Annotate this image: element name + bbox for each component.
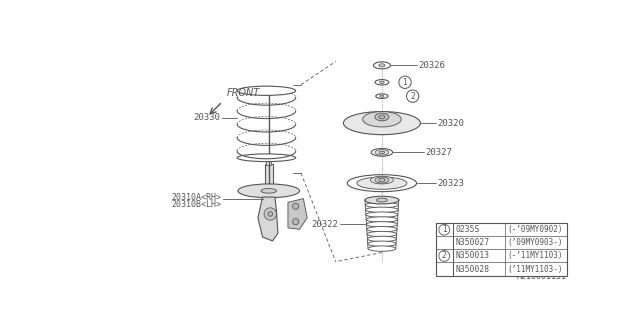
Circle shape: [268, 212, 273, 216]
Text: 2: 2: [410, 92, 415, 101]
Text: (-’09MY0902): (-’09MY0902): [508, 225, 563, 234]
Ellipse shape: [376, 198, 387, 202]
FancyBboxPatch shape: [436, 223, 566, 276]
Ellipse shape: [367, 231, 397, 237]
Circle shape: [439, 251, 450, 261]
Circle shape: [406, 90, 419, 102]
Text: N350013: N350013: [455, 252, 489, 260]
Ellipse shape: [379, 64, 385, 67]
Ellipse shape: [365, 207, 398, 212]
Ellipse shape: [368, 241, 396, 246]
Text: 20322: 20322: [311, 220, 338, 229]
Circle shape: [264, 208, 276, 220]
Ellipse shape: [373, 62, 390, 69]
Text: 0235S: 0235S: [455, 225, 479, 234]
Ellipse shape: [371, 148, 393, 156]
Ellipse shape: [375, 150, 389, 155]
Polygon shape: [288, 198, 307, 229]
Text: (’11MY1103-): (’11MY1103-): [508, 265, 563, 274]
Text: 20320: 20320: [437, 119, 464, 128]
Ellipse shape: [375, 177, 389, 183]
Ellipse shape: [375, 113, 389, 121]
Ellipse shape: [365, 196, 399, 204]
Ellipse shape: [367, 236, 396, 242]
Ellipse shape: [379, 178, 385, 182]
Ellipse shape: [368, 246, 396, 251]
Text: 20327: 20327: [426, 148, 452, 157]
Circle shape: [399, 76, 411, 88]
Ellipse shape: [261, 188, 276, 193]
Ellipse shape: [375, 80, 389, 85]
Ellipse shape: [365, 197, 399, 203]
Ellipse shape: [367, 222, 397, 227]
Text: 20330: 20330: [193, 113, 220, 122]
Polygon shape: [258, 197, 278, 241]
Text: A210001151: A210001151: [516, 272, 566, 281]
Text: 20310A<RH>: 20310A<RH>: [171, 193, 221, 202]
Ellipse shape: [344, 112, 420, 135]
Ellipse shape: [357, 177, 407, 189]
FancyBboxPatch shape: [265, 164, 273, 188]
Ellipse shape: [380, 95, 384, 97]
Text: 1: 1: [403, 78, 408, 87]
Circle shape: [292, 219, 299, 225]
Text: (-’11MY1103): (-’11MY1103): [508, 252, 563, 260]
Ellipse shape: [237, 154, 296, 162]
Circle shape: [292, 203, 299, 209]
Ellipse shape: [371, 176, 394, 184]
Ellipse shape: [238, 184, 300, 198]
Ellipse shape: [366, 212, 398, 217]
Ellipse shape: [380, 151, 385, 154]
Text: N350027: N350027: [455, 238, 489, 247]
Ellipse shape: [376, 94, 388, 99]
Text: 20323: 20323: [437, 179, 464, 188]
Text: 20326: 20326: [418, 61, 445, 70]
Text: N350028: N350028: [455, 265, 489, 274]
Text: 20310B<LH>: 20310B<LH>: [171, 200, 221, 209]
Ellipse shape: [366, 217, 397, 222]
Ellipse shape: [363, 112, 401, 127]
Text: (’09MY0903-): (’09MY0903-): [508, 238, 563, 247]
Text: 1: 1: [442, 225, 447, 234]
Circle shape: [439, 224, 450, 235]
Text: FRONT: FRONT: [227, 88, 260, 98]
Ellipse shape: [365, 202, 399, 208]
Ellipse shape: [348, 175, 417, 192]
Ellipse shape: [237, 86, 296, 95]
Ellipse shape: [379, 115, 385, 119]
FancyBboxPatch shape: [266, 159, 271, 165]
Ellipse shape: [380, 81, 384, 84]
Text: 2: 2: [442, 252, 447, 260]
Ellipse shape: [367, 227, 397, 232]
